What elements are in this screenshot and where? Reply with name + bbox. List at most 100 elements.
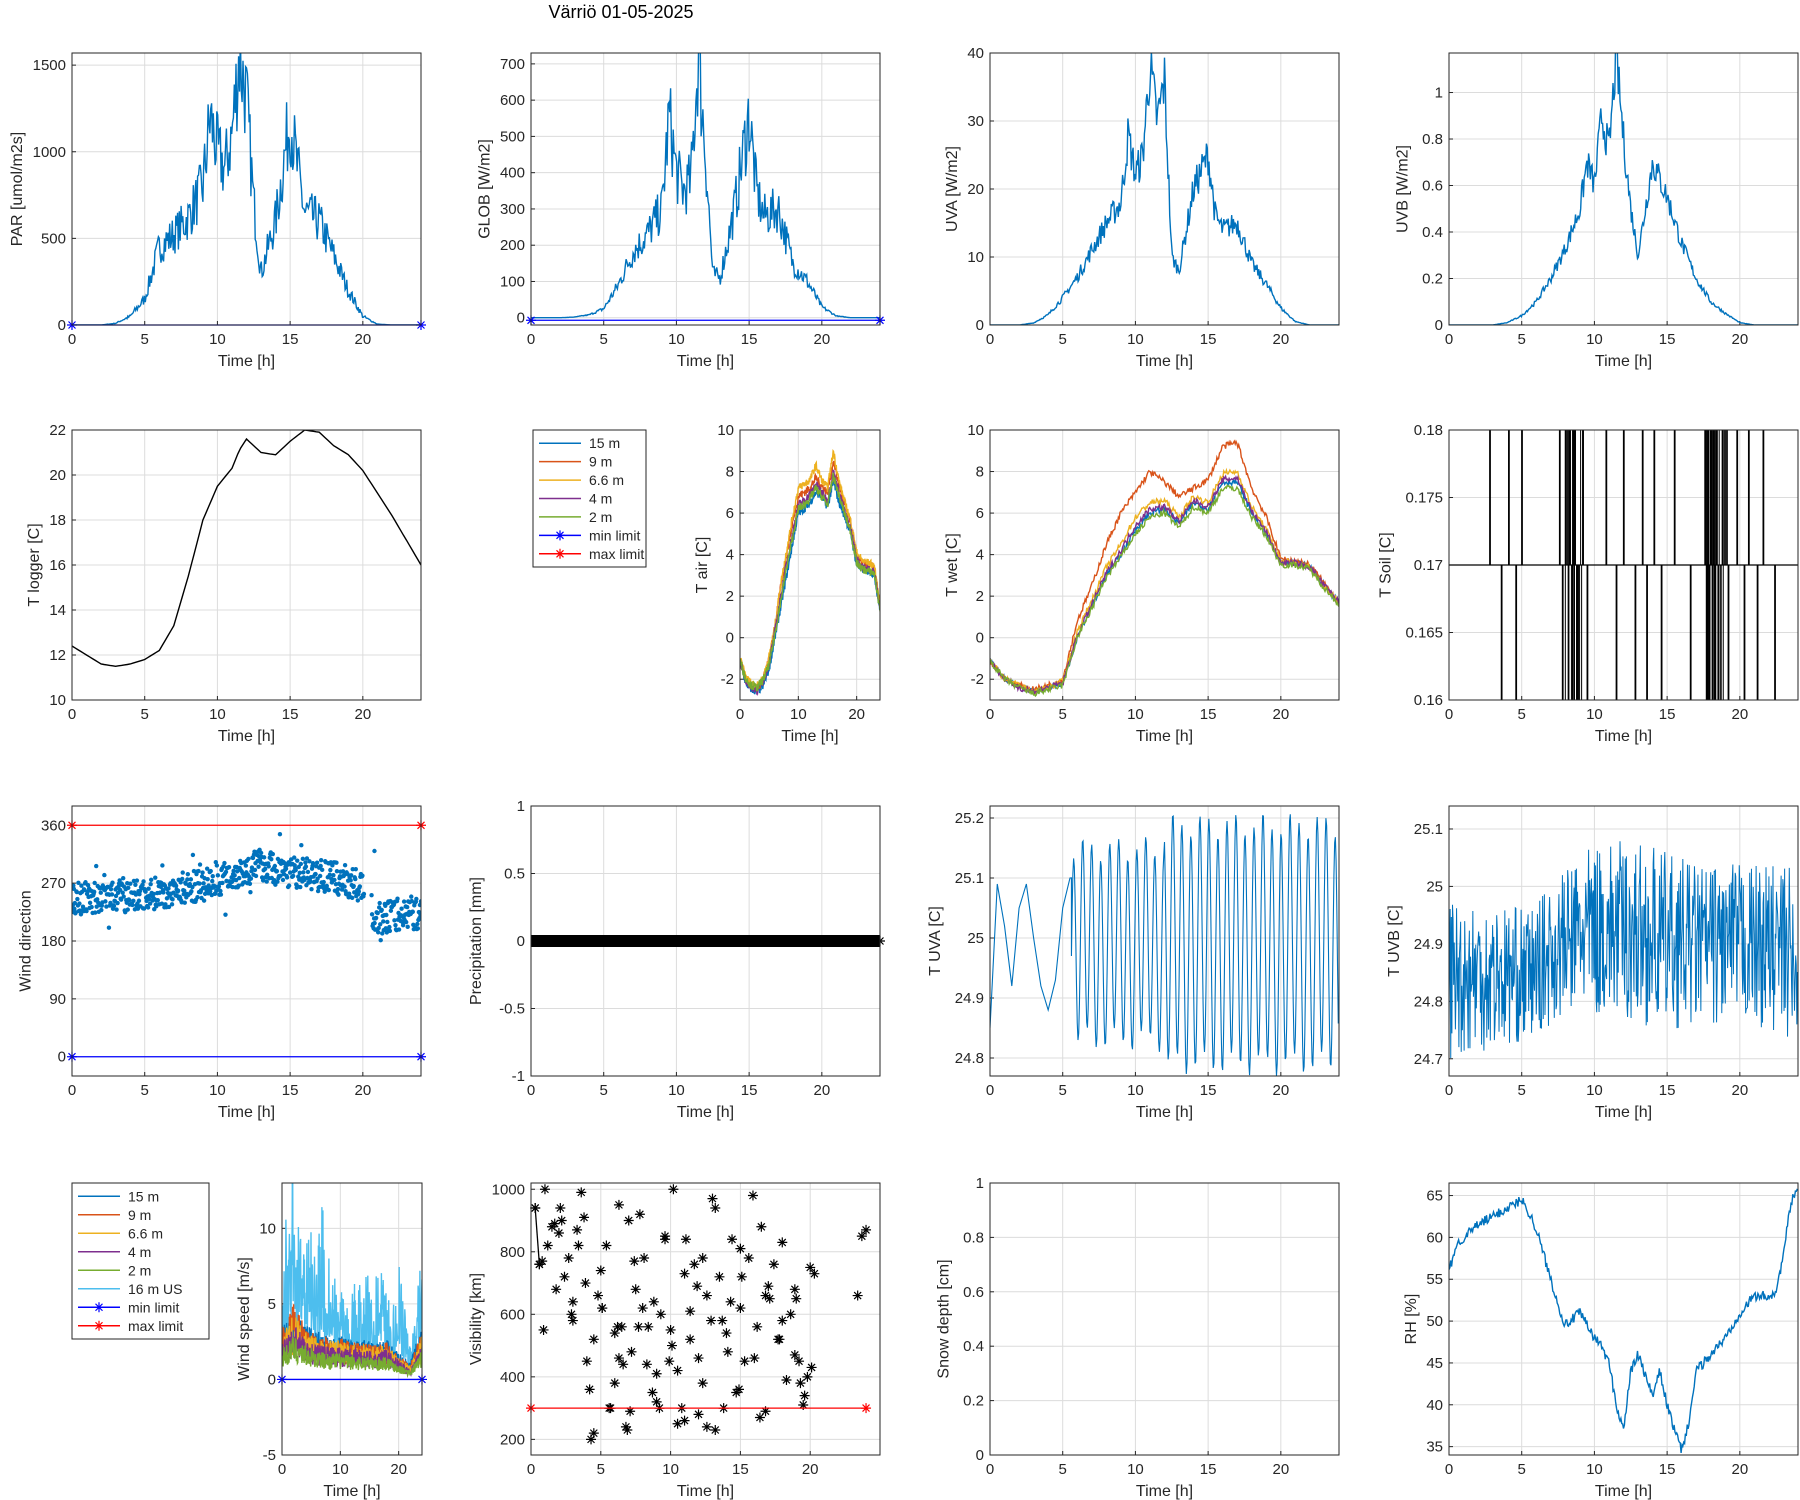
visibility-point bbox=[852, 1290, 863, 1301]
visibility-point bbox=[620, 1421, 631, 1432]
wind-direction-point bbox=[249, 869, 254, 874]
wind-direction-point bbox=[335, 886, 341, 892]
wind-direction-point bbox=[185, 877, 190, 882]
wind-direction-point bbox=[195, 894, 200, 900]
wind-direction-point bbox=[314, 860, 320, 865]
visibility-point bbox=[542, 1240, 553, 1251]
y-tick-label: -5 bbox=[263, 1447, 276, 1464]
wind-direction-point bbox=[76, 880, 81, 886]
visibility-point bbox=[588, 1334, 599, 1345]
wind-direction-point bbox=[128, 881, 133, 886]
y-tick-label: 40 bbox=[1426, 1397, 1443, 1414]
visibility-point bbox=[588, 1428, 599, 1439]
wind-direction-point bbox=[126, 885, 131, 890]
wind-direction-point bbox=[248, 889, 253, 895]
wind-direction-point bbox=[266, 864, 271, 869]
visibility-point bbox=[593, 1290, 604, 1301]
wind-direction-point bbox=[243, 863, 249, 868]
y-tick-label: 100 bbox=[500, 273, 525, 290]
x-axis-label: Time [h] bbox=[1595, 1104, 1652, 1121]
legend-label: 15 m bbox=[589, 435, 620, 451]
visibility-point bbox=[651, 1368, 662, 1379]
y-axis-label: T air [C] bbox=[694, 537, 711, 594]
y-tick-label: 10 bbox=[967, 422, 984, 439]
visibility-point bbox=[668, 1184, 679, 1195]
y-tick-label: 24.9 bbox=[955, 990, 984, 1007]
wind-direction-point bbox=[270, 851, 276, 857]
wind-direction-point bbox=[350, 895, 355, 901]
x-axis-label: Time [h] bbox=[1595, 1483, 1652, 1500]
wind-direction-point bbox=[182, 888, 187, 893]
wind-direction-point bbox=[141, 906, 147, 911]
x-axis-label: Time [h] bbox=[677, 1104, 734, 1121]
y-tick-label: 45 bbox=[1426, 1355, 1443, 1372]
y-tick-label: 55 bbox=[1426, 1271, 1443, 1288]
wind-direction-point bbox=[303, 864, 309, 869]
wind-direction-point bbox=[307, 859, 312, 864]
wind-direction-point bbox=[336, 892, 341, 897]
legend-label: 15 m bbox=[128, 1188, 159, 1204]
x-tick-label: 20 bbox=[354, 1082, 371, 1099]
axes-box bbox=[530, 1182, 881, 1456]
x-tick-label: 5 bbox=[1518, 331, 1526, 348]
y-tick-label: 65 bbox=[1426, 1188, 1443, 1205]
y-axis-label: RH [%] bbox=[1403, 1294, 1420, 1345]
2-m-series-line bbox=[990, 484, 1339, 698]
y-tick-label: 0.18 bbox=[1414, 422, 1443, 439]
wind-direction-point bbox=[234, 869, 240, 874]
visibility-point bbox=[660, 1234, 671, 1245]
visibility-point bbox=[679, 1268, 690, 1279]
x-tick-label: 10 bbox=[668, 1082, 685, 1099]
wind-direction-point bbox=[248, 876, 254, 881]
plot-marks bbox=[282, 1183, 422, 1379]
wind-direction-point bbox=[74, 889, 80, 895]
plot-area bbox=[72, 53, 421, 325]
x-tick-label: 0 bbox=[1445, 1082, 1453, 1099]
plot-marks bbox=[990, 53, 1339, 325]
y-tick-label: 600 bbox=[500, 1306, 525, 1323]
x-tick-label: 15 bbox=[741, 1082, 758, 1099]
y-tick-label: 300 bbox=[500, 201, 525, 218]
wind-direction-point bbox=[380, 931, 385, 936]
visibility-point bbox=[710, 1424, 721, 1435]
y-axis-label: Precipitation [mm] bbox=[468, 877, 485, 1005]
wind-direction-point bbox=[115, 900, 120, 906]
wind-direction-point bbox=[170, 897, 175, 902]
y-tick-label: 0.175 bbox=[1405, 490, 1443, 507]
y-tick-label: 16 bbox=[49, 557, 66, 574]
y-tick-label: 6 bbox=[726, 505, 734, 522]
wind-direction-point bbox=[160, 863, 165, 868]
visibility-point bbox=[625, 1406, 636, 1417]
x-tick-label: 5 bbox=[1059, 706, 1067, 723]
wind-direction-point bbox=[189, 889, 194, 894]
wind-direction-point bbox=[173, 883, 179, 888]
y-axis-label: T logger [C] bbox=[26, 523, 43, 606]
y-tick-label: 25 bbox=[967, 930, 984, 947]
x-tick-label: 20 bbox=[1272, 331, 1289, 348]
wind-direction-point bbox=[117, 878, 122, 883]
visibility-point bbox=[692, 1281, 703, 1292]
wind-direction-point bbox=[125, 907, 130, 912]
y-tick-label: 25 bbox=[1426, 878, 1443, 895]
axes-box bbox=[71, 429, 422, 701]
wind-direction-point bbox=[246, 856, 251, 862]
axes-box bbox=[1448, 52, 1799, 326]
t-uva-line bbox=[990, 814, 1339, 1076]
wind-direction-point bbox=[356, 889, 362, 894]
axes-box bbox=[1448, 1182, 1799, 1456]
wind-direction-point bbox=[208, 868, 213, 874]
y-tick-label: 24.7 bbox=[1414, 1051, 1443, 1068]
wind-direction-point bbox=[373, 915, 379, 921]
x-tick-label: 0 bbox=[278, 1461, 286, 1478]
visibility-point bbox=[727, 1234, 738, 1245]
visibility-point bbox=[760, 1406, 771, 1417]
axes-box bbox=[1448, 429, 1799, 701]
visibility-point bbox=[618, 1359, 629, 1370]
wind-direction-point bbox=[95, 897, 100, 902]
visibility-point bbox=[647, 1387, 658, 1398]
wind-direction-point bbox=[308, 879, 313, 884]
visibility-point bbox=[629, 1256, 640, 1267]
visibility-point bbox=[538, 1324, 549, 1335]
uvb-series-line bbox=[1449, 53, 1798, 325]
x-tick-label: 5 bbox=[600, 1082, 608, 1099]
